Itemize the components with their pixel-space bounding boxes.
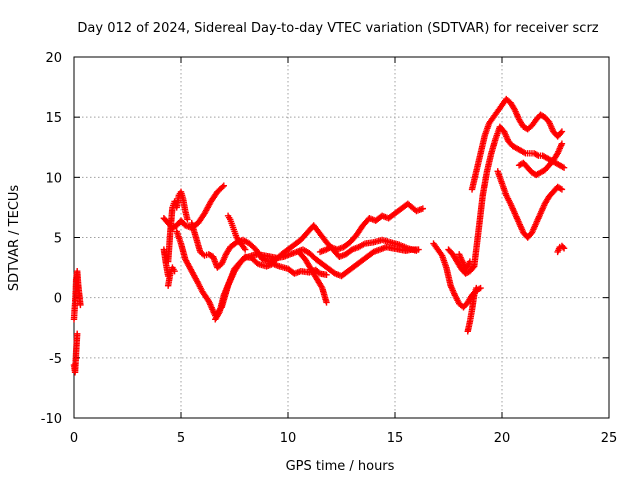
data-point [184, 216, 191, 223]
data-point [520, 149, 528, 156]
data-point [558, 186, 566, 193]
x-tick-label: 5 [177, 431, 185, 446]
data-point [558, 128, 566, 135]
y-tick-label: -5 [49, 352, 62, 367]
y-tick-label: 10 [45, 171, 62, 186]
data-point [220, 182, 227, 189]
data-point [560, 164, 568, 171]
data-point [323, 299, 330, 306]
x-tick-label: 0 [70, 431, 78, 446]
data-point [533, 151, 541, 159]
data-point [74, 330, 81, 337]
x-axis-label: GPS time / hours [286, 459, 395, 474]
data-point [559, 243, 567, 251]
data-point [475, 285, 483, 293]
data-point [419, 205, 427, 212]
data-point [473, 284, 480, 292]
y-tick-label: 0 [54, 292, 62, 307]
x-tick-label: 25 [601, 431, 618, 446]
data-point [164, 272, 172, 280]
y-tick-label: -10 [41, 412, 62, 427]
data-point [560, 245, 568, 252]
tick-labels: 0 5 10 15 20 25 -10 -5 0 5 10 15 20 [41, 51, 618, 446]
x-tick-label: 20 [494, 431, 511, 446]
plot-frame [73, 56, 610, 419]
data-points [70, 95, 568, 376]
data-point [557, 185, 564, 192]
x-tick-label: 15 [387, 431, 404, 446]
data-point [219, 183, 226, 191]
data-point [323, 271, 330, 279]
chart-title: Day 012 of 2024, Sidereal Day-to-day VTE… [77, 21, 598, 36]
data-point [466, 258, 474, 265]
y-tick-label: 20 [45, 51, 62, 66]
data-point [77, 301, 84, 309]
data-point [242, 246, 249, 253]
data-point [171, 267, 178, 275]
y-axis-label: SDTVAR / TECUs [7, 185, 22, 292]
y-tick-label: 5 [54, 232, 62, 247]
data-point [558, 140, 566, 147]
data-point [559, 163, 566, 171]
x-tick-label: 10 [280, 431, 297, 446]
data-point [557, 129, 565, 137]
data-point [469, 264, 477, 271]
grid [74, 57, 609, 418]
data-point [415, 246, 422, 253]
y-tick-label: 15 [45, 111, 62, 126]
